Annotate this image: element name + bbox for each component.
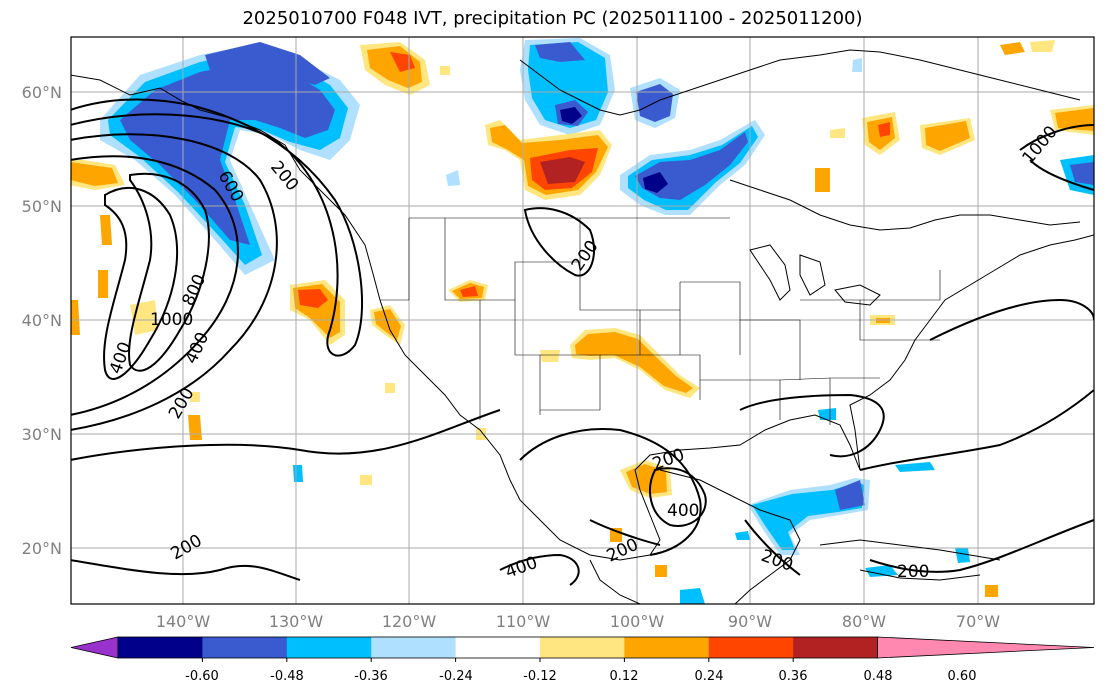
colorbar-extend-high (877, 636, 1095, 659)
lat-label: 50°N (22, 197, 62, 216)
colorbar-tick-label: -0.60 (185, 669, 219, 684)
colorbar-segment (540, 637, 625, 658)
colorbar-segment (371, 637, 457, 658)
positive-anomaly-shading (71, 40, 1094, 597)
contour-label: 400 (667, 501, 699, 521)
lat-label: 60°N (22, 83, 62, 102)
lat-label: 30°N (22, 425, 62, 444)
colorbar-tick-label: 0.48 (864, 669, 893, 684)
lon-label: 120°W (382, 612, 437, 631)
lon-label: 80°W (842, 612, 886, 631)
colorbar-segment (118, 637, 203, 658)
colorbar-tick-label: -0.36 (354, 669, 388, 684)
gridlines (71, 37, 1094, 604)
colorbar-tick-label: 0.24 (695, 669, 724, 684)
contour-label: 200 (897, 562, 929, 582)
map-title: 2025010700 F048 IVT, precipitation PC (2… (242, 8, 863, 29)
colorbar-segment (286, 637, 372, 658)
negative-anomaly-shading (100, 38, 1094, 604)
lon-label: 70°W (956, 612, 1000, 631)
latitude-labels: 60°N 50°N 40°N 30°N 20°N (22, 83, 62, 558)
colorbar-segment (624, 637, 710, 658)
colorbar-segment (793, 637, 879, 658)
colorbar-labels: -0.60 -0.48 -0.36 -0.24 -0.12 0.12 0.24 … (185, 669, 976, 684)
colorbar-tick-label: -0.24 (439, 669, 473, 684)
contour-label: 1000 (150, 310, 193, 330)
lon-label: 110°W (496, 612, 551, 631)
lat-label: 20°N (22, 539, 62, 558)
lon-label: 140°W (156, 612, 211, 631)
ivt-contours (71, 98, 1094, 586)
colorbar-extend-low (70, 636, 119, 659)
colorbar (70, 636, 1095, 662)
lon-label: 100°W (610, 612, 665, 631)
colorbar-tick-label: 0.36 (779, 669, 808, 684)
colorbar-tick-label: -0.12 (523, 669, 557, 684)
lat-label: 40°N (22, 311, 62, 330)
lon-label: 90°W (728, 612, 772, 631)
colorbar-tick-label: 0.60 (948, 669, 977, 684)
longitude-labels: 140°W 130°W 120°W 110°W 100°W 90°W 80°W … (156, 612, 1000, 631)
state-borders (380, 217, 941, 425)
colorbar-segment (708, 637, 794, 658)
colorbar-segment (455, 637, 541, 658)
colorbar-segment (202, 637, 288, 658)
colorbar-outline (117, 636, 878, 659)
map-frame (70, 36, 1095, 605)
colorbar-tick-label: -0.48 (270, 669, 304, 684)
lon-label: 130°W (269, 612, 324, 631)
colorbar-tick-label: 0.12 (610, 669, 639, 684)
